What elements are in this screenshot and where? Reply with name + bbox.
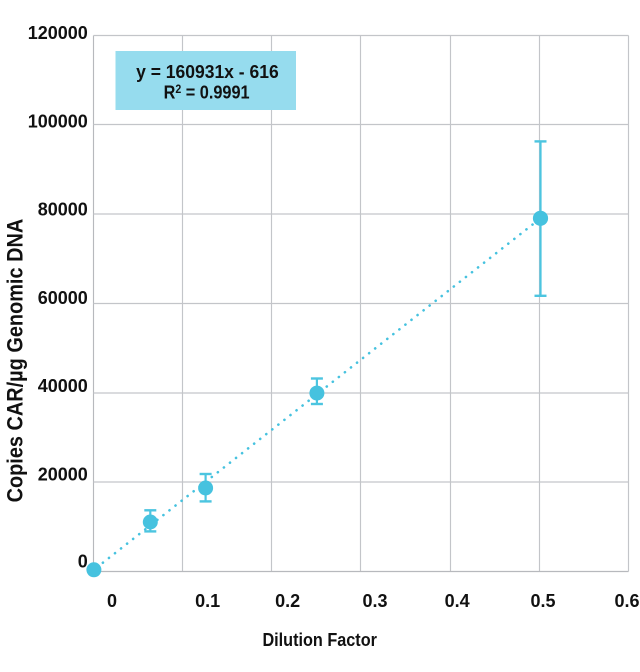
- svg-text:0: 0: [107, 591, 117, 611]
- svg-text:20000: 20000: [38, 465, 88, 485]
- svg-text:80000: 80000: [38, 200, 88, 220]
- svg-text:0.6: 0.6: [614, 591, 639, 611]
- svg-text:60000: 60000: [38, 288, 88, 308]
- svg-text:y = 160931x - 616: y = 160931x - 616: [136, 62, 279, 82]
- svg-text:40000: 40000: [38, 376, 88, 396]
- svg-text:100000: 100000: [28, 111, 88, 131]
- svg-text:0.4: 0.4: [445, 591, 470, 611]
- svg-text:0.3: 0.3: [362, 591, 387, 611]
- svg-text:0: 0: [78, 552, 88, 572]
- svg-text:0.2: 0.2: [275, 591, 300, 611]
- svg-text:R2 = 0.9991: R2 = 0.9991: [164, 82, 250, 102]
- svg-text:Dilution Factor: Dilution Factor: [262, 630, 377, 650]
- svg-text:0.5: 0.5: [530, 591, 555, 611]
- svg-text:120000: 120000: [28, 23, 88, 43]
- svg-text:Copies CAR/µg Genomic DNA: Copies CAR/µg Genomic DNA: [3, 219, 28, 503]
- svg-text:0.1: 0.1: [195, 591, 220, 611]
